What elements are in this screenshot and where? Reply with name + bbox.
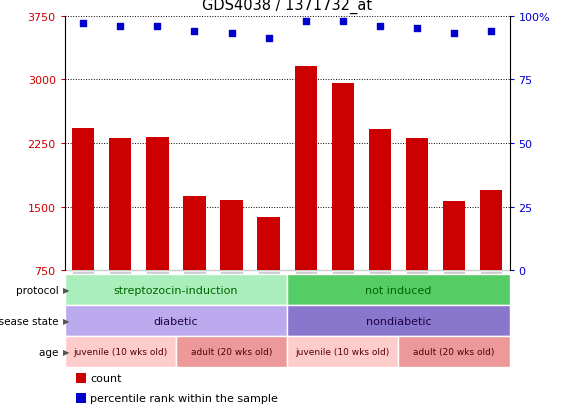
Point xyxy=(486,28,495,35)
Bar xyxy=(399,337,510,368)
Text: adult (20 wks old): adult (20 wks old) xyxy=(191,348,272,356)
Point xyxy=(412,26,421,33)
Text: ▶: ▶ xyxy=(63,286,70,294)
Text: ▶: ▶ xyxy=(63,348,70,356)
Text: juvenile (10 wks old): juvenile (10 wks old) xyxy=(296,348,390,356)
Bar xyxy=(65,337,176,368)
Bar xyxy=(287,275,510,306)
Point xyxy=(116,24,125,30)
Text: juvenile (10 wks old): juvenile (10 wks old) xyxy=(73,348,167,356)
Bar xyxy=(65,306,287,337)
Bar xyxy=(287,337,399,368)
Bar xyxy=(65,275,287,306)
Text: count: count xyxy=(90,373,122,383)
Point xyxy=(449,31,458,38)
Point xyxy=(301,18,310,25)
Bar xyxy=(109,138,132,271)
Point xyxy=(376,24,385,30)
Bar xyxy=(257,217,280,271)
Text: ▶: ▶ xyxy=(63,317,70,325)
Text: protocol: protocol xyxy=(16,285,62,295)
Point xyxy=(79,21,88,27)
Bar xyxy=(287,306,510,337)
Text: disease state: disease state xyxy=(0,316,62,326)
Point xyxy=(227,31,236,38)
Text: diabetic: diabetic xyxy=(154,316,198,326)
Bar xyxy=(369,130,391,271)
Text: not induced: not induced xyxy=(365,285,431,295)
Bar xyxy=(406,138,428,271)
Bar xyxy=(480,190,502,271)
Text: streptozocin-induction: streptozocin-induction xyxy=(114,285,238,295)
Bar xyxy=(221,200,243,271)
Text: adult (20 wks old): adult (20 wks old) xyxy=(413,348,495,356)
Bar xyxy=(184,197,205,271)
Bar xyxy=(294,66,317,271)
Point xyxy=(338,18,347,25)
Bar xyxy=(332,83,354,271)
Text: nondiabetic: nondiabetic xyxy=(365,316,431,326)
Bar xyxy=(72,129,95,271)
Title: GDS4038 / 1371732_at: GDS4038 / 1371732_at xyxy=(202,0,372,14)
Point xyxy=(264,36,273,43)
Point xyxy=(190,28,199,35)
Point xyxy=(153,24,162,30)
Bar xyxy=(443,202,465,271)
Text: age: age xyxy=(39,347,62,357)
Bar xyxy=(176,337,287,368)
Text: percentile rank within the sample: percentile rank within the sample xyxy=(90,393,278,403)
Bar xyxy=(146,138,168,271)
